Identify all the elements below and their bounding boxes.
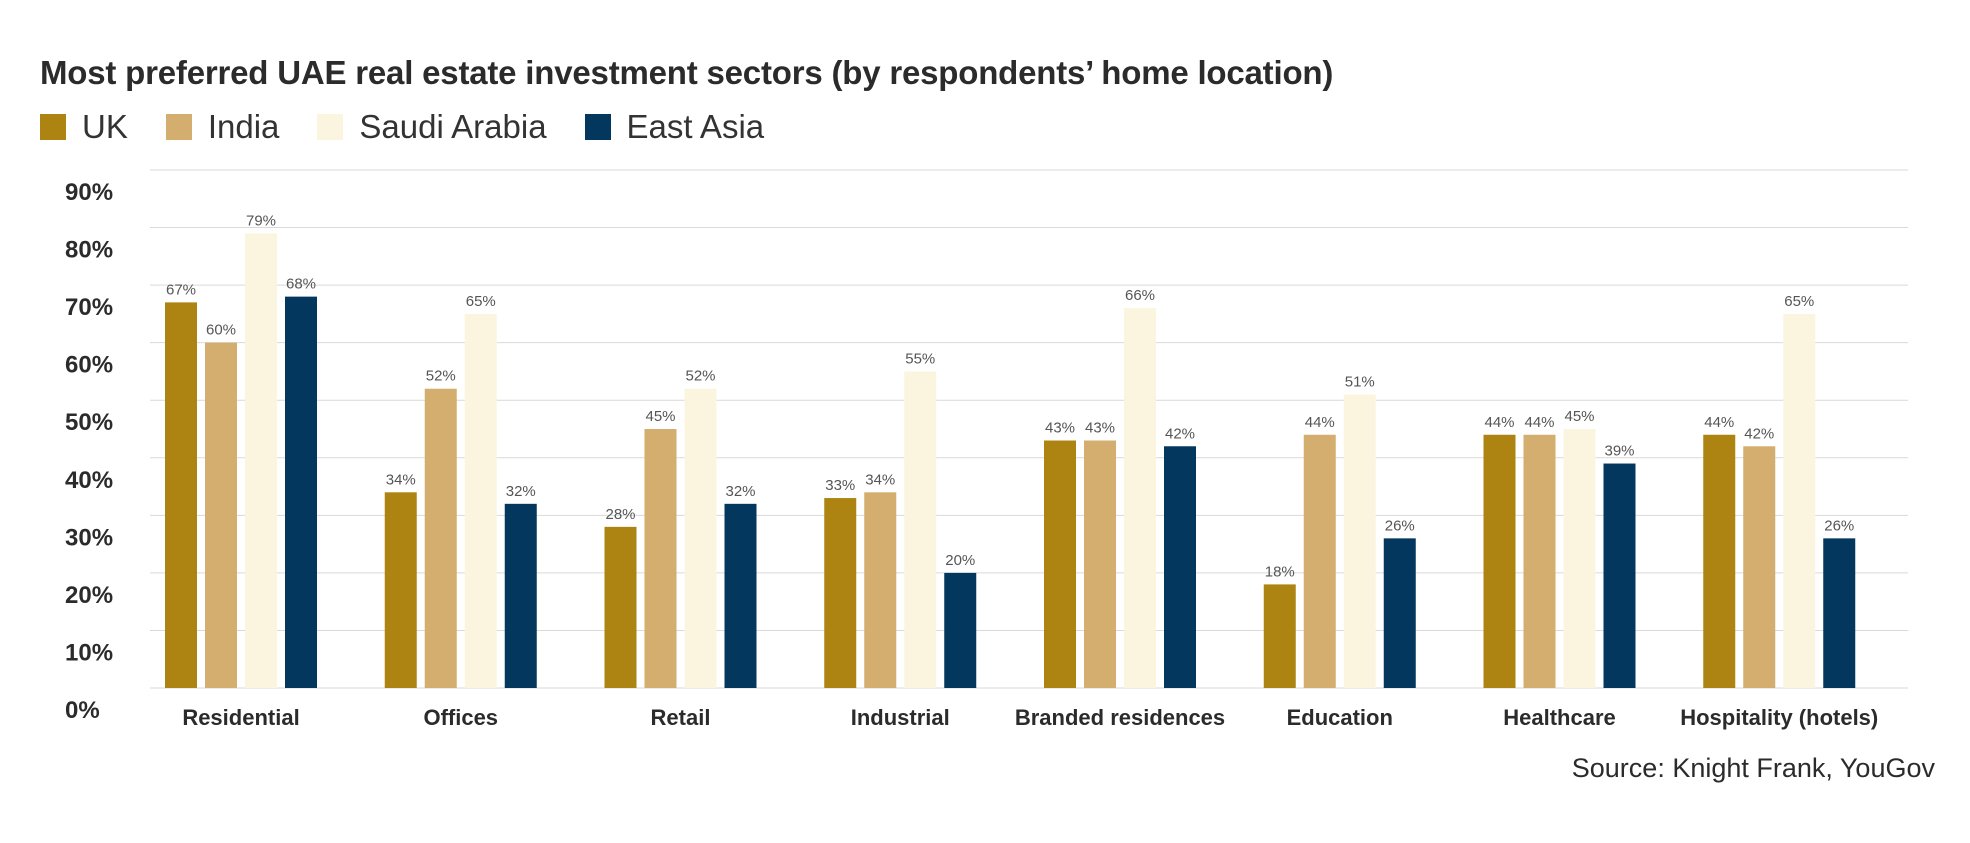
data-label: 26% [1824, 517, 1854, 534]
bar [604, 526, 637, 688]
bar [384, 492, 417, 688]
x-tick-label: Healthcare [1503, 705, 1616, 730]
x-tick-label: Residential [182, 705, 299, 730]
bar [1164, 446, 1196, 688]
data-label: 55% [905, 350, 935, 367]
legend-label-uk: UK [82, 108, 128, 145]
bar [864, 492, 897, 688]
bar [1563, 429, 1596, 688]
legend-item-saudi-arabia: Saudi Arabia [317, 108, 547, 146]
bar [1523, 434, 1556, 688]
data-label: 65% [1784, 293, 1814, 310]
legend-swatch-uk [40, 114, 66, 140]
bar [644, 429, 677, 688]
legend-item-east-asia: East Asia [584, 108, 765, 146]
bar [1263, 584, 1296, 688]
bar [464, 313, 497, 688]
data-label: 18% [1265, 563, 1295, 580]
bar [504, 503, 537, 688]
bar [944, 572, 977, 688]
y-tick-label: 0% [65, 697, 100, 724]
bar [904, 371, 937, 688]
legend-swatch-saudi-arabia [317, 114, 344, 140]
data-label: 45% [1564, 408, 1594, 425]
bar [1084, 440, 1116, 688]
data-label: 65% [466, 293, 496, 310]
data-label: 79% [246, 212, 276, 229]
data-label: 45% [645, 408, 675, 425]
y-tick-label: 70% [65, 294, 113, 321]
data-label: 44% [1305, 414, 1335, 431]
bar [1044, 440, 1076, 688]
y-tick-label: 80% [65, 237, 113, 264]
bar [724, 503, 757, 688]
y-tick-label: 60% [65, 352, 113, 379]
bar [165, 302, 197, 688]
legend-label-india: India [207, 108, 280, 145]
bar [1383, 538, 1416, 688]
legend-label-east-asia: East Asia [626, 108, 765, 145]
y-tick-label: 90% [65, 179, 113, 206]
bar [684, 388, 717, 688]
bar [1124, 308, 1156, 688]
bar [824, 498, 857, 688]
source-note: Source: Knight Frank, YouGov [1571, 753, 1935, 783]
data-label: 51% [1345, 373, 1375, 390]
x-tick-label: Retail [651, 705, 711, 730]
bar [1303, 434, 1336, 688]
bar [205, 342, 237, 688]
y-tick-label: 30% [65, 524, 113, 551]
bar [1783, 313, 1816, 688]
data-label: 32% [725, 483, 755, 500]
data-label: 28% [605, 506, 635, 523]
data-label: 34% [386, 471, 416, 488]
data-label: 68% [286, 276, 316, 293]
data-label: 20% [945, 552, 975, 569]
chart-title: Most preferred UAE real estate investmen… [40, 54, 1334, 91]
x-tick-label: Education [1287, 705, 1393, 730]
y-tick-label: 40% [65, 467, 113, 494]
bar [1703, 434, 1736, 688]
bar [1483, 434, 1516, 688]
bar [285, 296, 317, 688]
y-tick-label: 50% [65, 409, 113, 436]
data-label: 52% [426, 368, 456, 385]
x-tick-label: Offices [423, 705, 498, 730]
legend-item-uk: UK [40, 108, 128, 146]
data-label: 60% [206, 322, 236, 339]
bar [1343, 394, 1376, 688]
data-label: 67% [166, 281, 196, 298]
bar [245, 233, 277, 689]
data-label: 42% [1744, 425, 1774, 442]
x-tick-label: Hospitality (hotels) [1680, 705, 1878, 730]
data-label: 26% [1385, 517, 1415, 534]
legend-item-india: India [165, 108, 280, 146]
y-tick-label: 20% [65, 582, 113, 609]
data-label: 43% [1085, 420, 1115, 437]
x-tick-label: Branded residences [1015, 705, 1225, 730]
data-label: 44% [1524, 414, 1554, 431]
data-label: 52% [685, 368, 715, 385]
y-tick-label: 10% [65, 639, 113, 666]
legend: UK India Saudi Arabia East Asia [40, 108, 802, 146]
legend-label-saudi-arabia: Saudi Arabia [359, 108, 547, 145]
bar [1743, 446, 1776, 688]
bar [1823, 538, 1856, 688]
data-label: 33% [825, 477, 855, 494]
data-label: 44% [1704, 414, 1734, 431]
bar [424, 388, 457, 688]
data-label: 44% [1484, 414, 1514, 431]
data-label: 32% [506, 483, 536, 500]
data-label: 39% [1604, 443, 1634, 460]
data-label: 34% [865, 471, 895, 488]
legend-swatch-india [165, 114, 192, 140]
x-tick-label: Industrial [851, 705, 950, 730]
bar [1603, 463, 1636, 688]
data-label: 66% [1125, 287, 1155, 304]
legend-swatch-east-asia [584, 114, 611, 140]
data-label: 43% [1045, 420, 1075, 437]
data-label: 42% [1165, 425, 1195, 442]
